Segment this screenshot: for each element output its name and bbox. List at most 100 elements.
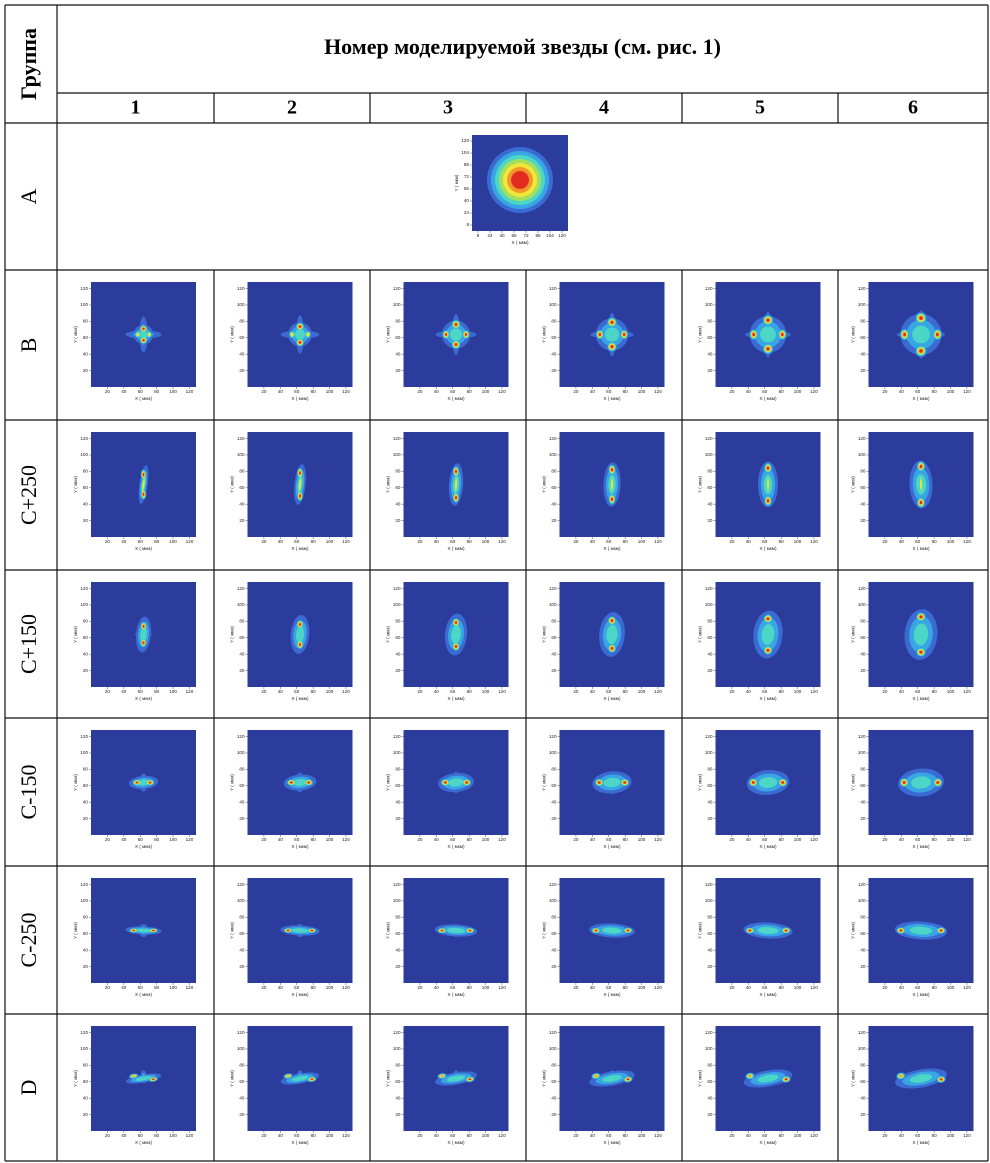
y-axis-label: Y ( мкм) <box>73 326 78 343</box>
y-tick-label: 100 <box>80 602 88 607</box>
y-tick-label: 120 <box>858 1030 866 1035</box>
x-tick-label: 100 <box>326 389 334 394</box>
x-tick-label: 40 <box>121 985 127 990</box>
x-tick-label: 20 <box>573 985 579 990</box>
x-tick-label: 100 <box>794 985 802 990</box>
x-tick-label: 40 <box>121 837 127 842</box>
contour-level <box>603 777 621 788</box>
y-tick-label: 80 <box>860 1063 866 1068</box>
contour-level <box>140 626 147 643</box>
y-tick-label: 40 <box>395 947 401 952</box>
column-number: 1 <box>131 97 141 119</box>
y-tick-label: 60 <box>707 635 713 640</box>
x-tick-label: 20 <box>882 539 888 544</box>
x-tick-label: 100 <box>169 837 177 842</box>
y-axis-label: Y ( мкм) <box>542 476 547 493</box>
y-tick-label: 40 <box>551 351 557 356</box>
x-tick-label: 100 <box>947 689 955 694</box>
contour-plot: 20 20 40 40 60 60 80 80 100 100 120 120 Y ( мкм) X ( … <box>73 282 196 401</box>
contour-level <box>137 779 150 786</box>
y-tick-label: 20 <box>551 668 557 673</box>
contour-level <box>465 781 468 784</box>
contour-level <box>136 333 139 336</box>
x-tick-label: 80 <box>311 985 317 990</box>
y-axis-label: Y ( мкм) <box>230 626 235 643</box>
y-tick-label: 120 <box>237 882 245 887</box>
contour-level <box>291 1075 309 1082</box>
contour-level <box>766 347 770 351</box>
contour-plot: 20 20 40 40 60 60 80 80 100 100 120 120 Y ( мкм) X ( … <box>73 432 196 551</box>
x-tick-label: 40 <box>746 1133 752 1138</box>
x-tick-label: 120 <box>186 689 194 694</box>
x-tick-label: 80 <box>467 837 473 842</box>
x-tick-label: 80 <box>932 1133 938 1138</box>
contour-level <box>912 325 930 344</box>
y-tick-label: 60 <box>551 485 557 490</box>
x-tick-label: 40 <box>434 689 440 694</box>
contour-level <box>444 333 448 336</box>
x-tick-label: 20 <box>882 1133 888 1138</box>
y-axis-label: Y ( мкм) <box>386 326 391 343</box>
x-axis-label: X ( мкм) <box>603 696 620 701</box>
y-axis-label: Y ( мкм) <box>386 774 391 791</box>
y-axis-label: Y ( мкм) <box>542 774 547 791</box>
x-tick-label: 20 <box>417 1133 423 1138</box>
y-tick-label: 60 <box>860 1079 866 1084</box>
y-tick-label: 80 <box>83 767 89 772</box>
x-axis-label: X ( мкм) <box>912 696 929 701</box>
y-tick-label: 100 <box>393 1046 401 1051</box>
y-tick-label: 20 <box>707 668 713 673</box>
contour-plot: 20 20 40 40 60 60 80 80 100 100 120 120 Y ( мкм) X ( … <box>698 282 821 401</box>
x-tick-label: 40 <box>278 689 284 694</box>
x-tick-label: 40 <box>899 389 905 394</box>
contour-plot: 20 20 40 40 60 60 80 80 100 100 120 120 Y ( мкм) X ( … <box>542 730 665 849</box>
y-tick-label: 40 <box>860 501 866 506</box>
y-tick-label: 20 <box>551 368 557 373</box>
x-tick-label: 80 <box>779 837 785 842</box>
x-tick-label: 100 <box>638 985 646 990</box>
contour-plot: 20 20 40 40 60 60 80 80 100 100 120 120 Y ( мкм) X ( … <box>230 1026 353 1145</box>
x-tick-label: 120 <box>342 689 350 694</box>
x-tick-label: 60 <box>606 539 612 544</box>
y-tick-label: 80 <box>83 469 89 474</box>
x-tick-label: 80 <box>154 539 160 544</box>
y-tick-label: 80 <box>860 319 866 324</box>
x-tick-label: 100 <box>169 985 177 990</box>
x-tick-label: 80 <box>154 389 160 394</box>
y-tick-label: 100 <box>858 750 866 755</box>
x-axis-label: X ( мкм) <box>912 546 929 551</box>
y-tick-label: 120 <box>858 882 866 887</box>
x-tick-label: 80 <box>779 985 785 990</box>
contour-level <box>784 1078 788 1081</box>
y-tick-label: 24 <box>464 210 470 215</box>
y-tick-label: 100 <box>549 898 557 903</box>
x-tick-label: 120 <box>342 837 350 842</box>
x-tick-label: 60 <box>762 985 768 990</box>
contour-level <box>446 1075 466 1082</box>
y-tick-label: 100 <box>549 302 557 307</box>
contour-level <box>142 624 145 628</box>
contour-level <box>468 1078 472 1081</box>
y-tick-label: 20 <box>707 368 713 373</box>
y-axis-label: Y ( мкм) <box>386 626 391 643</box>
y-tick-label: 100 <box>80 452 88 457</box>
contour-level <box>511 171 529 189</box>
contour-plot: 20 20 40 40 60 60 80 80 100 100 120 120 Y ( мкм) X ( … <box>230 730 353 849</box>
y-tick-label: 80 <box>707 1063 713 1068</box>
y-tick-label: 40 <box>551 501 557 506</box>
contour-level <box>602 1075 622 1082</box>
x-tick-label: 80 <box>311 689 317 694</box>
x-tick-label: 60 <box>138 837 144 842</box>
x-tick-label: 40 <box>121 689 127 694</box>
x-tick-label: 80 <box>932 389 938 394</box>
y-tick-label: 100 <box>705 302 713 307</box>
x-tick-label: 40 <box>590 389 596 394</box>
y-tick-label: 72 <box>464 174 470 179</box>
x-tick-label: 20 <box>261 689 267 694</box>
x-axis-label: X ( мкм) <box>447 396 464 401</box>
contour-level <box>903 332 906 337</box>
contour-level <box>760 326 776 343</box>
y-axis-label: Y ( мкм) <box>698 922 703 939</box>
contour-level <box>899 1074 903 1078</box>
x-tick-label: 80 <box>623 837 629 842</box>
